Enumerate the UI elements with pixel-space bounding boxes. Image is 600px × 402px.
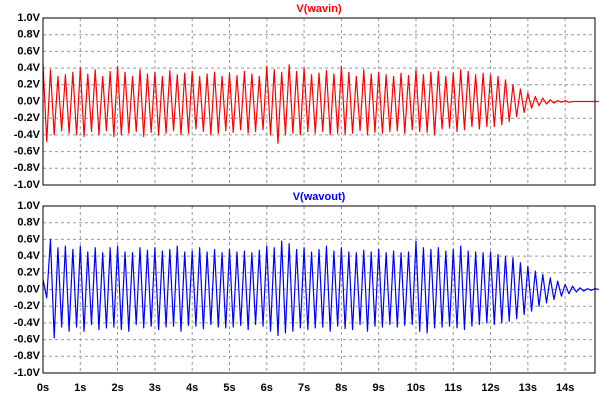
y-tick-label: 1.0V xyxy=(17,200,40,212)
y-tick-label: -1.0V xyxy=(14,367,41,379)
x-tick-label: 12s xyxy=(481,382,499,394)
x-tick-label: 2s xyxy=(111,382,123,394)
x-tick-label: 10s xyxy=(407,382,425,394)
y-tick-label: -0.2V xyxy=(14,112,41,124)
waveform xyxy=(42,63,599,144)
x-tick-label: 8s xyxy=(335,382,347,394)
y-tick-label: 0.8V xyxy=(17,29,40,41)
y-tick-label: -0.2V xyxy=(14,300,41,312)
plot-frame xyxy=(42,205,596,374)
chart-title: V(wavout) xyxy=(293,191,346,203)
y-tick-label: 0.0V xyxy=(17,95,40,107)
y-tick-label: 0.2V xyxy=(17,79,40,91)
x-tick-label: 7s xyxy=(298,382,310,394)
y-tick-label: -0.4V xyxy=(14,317,41,329)
y-tick-label: 0.6V xyxy=(17,233,40,245)
plot-frame xyxy=(42,17,596,186)
y-tick-label: -0.8V xyxy=(14,162,41,174)
y-tick-label: -1.0V xyxy=(14,179,41,191)
y-tick-label: 0.4V xyxy=(17,62,40,74)
x-tick-label: 0s xyxy=(37,382,49,394)
y-tick-label: -0.8V xyxy=(14,350,41,362)
x-tick-label: 1s xyxy=(74,382,86,394)
x-tick-label: 4s xyxy=(186,382,198,394)
x-tick-label: 3s xyxy=(149,382,161,394)
y-tick-label: 0.4V xyxy=(17,250,40,262)
x-tick-label: 13s xyxy=(519,382,537,394)
x-tick-label: 5s xyxy=(223,382,235,394)
y-tick-label: 0.0V xyxy=(17,283,40,295)
x-tick-label: 11s xyxy=(444,382,462,394)
y-tick-label: 0.8V xyxy=(17,217,40,229)
x-tick-label: 6s xyxy=(261,382,273,394)
chart-title: V(wavin) xyxy=(296,3,342,15)
x-tick-label: 9s xyxy=(373,382,385,394)
y-tick-label: -0.4V xyxy=(14,129,41,141)
x-tick-label: 14s xyxy=(556,382,574,394)
y-tick-label: -0.6V xyxy=(14,146,41,158)
y-tick-label: 0.6V xyxy=(17,45,40,57)
y-tick-label: 1.0V xyxy=(17,12,40,24)
y-tick-label: 0.2V xyxy=(17,267,40,279)
y-tick-label: -0.6V xyxy=(14,334,41,346)
waveform xyxy=(42,238,599,339)
